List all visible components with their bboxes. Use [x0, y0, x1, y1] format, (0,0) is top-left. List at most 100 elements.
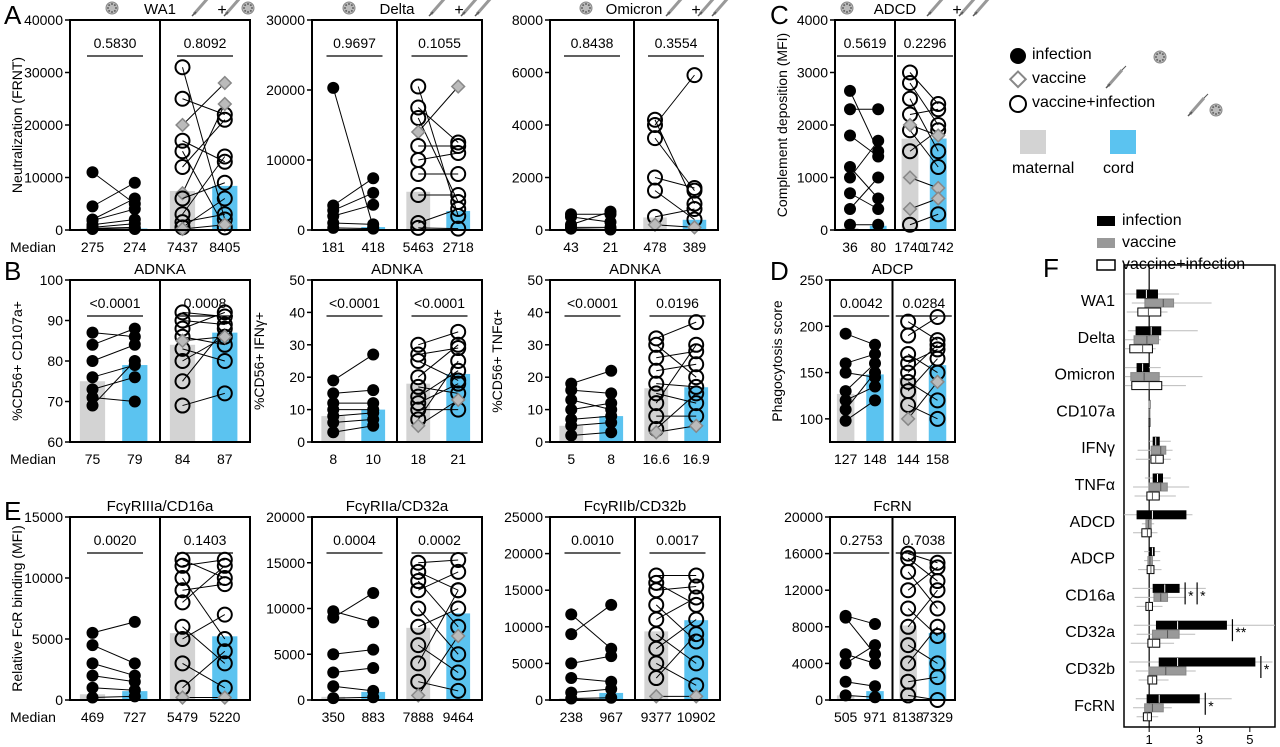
vaccine-infection-point	[410, 563, 427, 580]
pair-line	[333, 192, 374, 211]
infection-box-cd16a	[1152, 583, 1180, 593]
p-value: <0.0001	[329, 295, 380, 311]
panel-a1: 0 10000 20000 30000 40000 Neutralization (FRN…	[9, 1, 251, 255]
virus-dot	[1159, 52, 1161, 54]
pair-line	[654, 137, 695, 191]
infection-point	[367, 348, 380, 361]
vaccine-point	[902, 117, 918, 133]
y-tick-label: 8000	[792, 619, 823, 635]
median-value: 727	[123, 709, 147, 725]
pair-line	[907, 644, 938, 664]
significance-mark: *	[1200, 587, 1206, 603]
median-value: 80	[870, 239, 886, 255]
panel-b1: 60 70 80 90 100 %CD56+ CD107a+ ADNKA <0.0001 0.0…	[9, 261, 251, 467]
vaccine-infection-point	[930, 96, 947, 112]
y-tick-label: 5000	[274, 646, 305, 662]
panel-b2: 0 10 20 30 40 50 %CD56+ IFNγ+ ADNKA <0.0001 <0.00…	[251, 261, 483, 467]
vaccine-infection-point	[929, 669, 946, 686]
p-value: 0.3554	[655, 35, 698, 51]
vaccine-infection-box-cd32a	[1147, 638, 1161, 648]
infection-point	[327, 611, 340, 624]
p-value: 0.0004	[333, 532, 376, 548]
pair-line	[333, 222, 374, 225]
p-value: 0.8438	[571, 35, 614, 51]
y-tick-label: 40	[289, 304, 305, 320]
infection-point	[327, 221, 340, 234]
y-tick-label: 0	[815, 692, 823, 708]
category-label: Omicron	[1055, 367, 1115, 384]
infection-point	[844, 187, 856, 200]
infection-point	[86, 338, 99, 351]
vaccine-infection-point	[900, 687, 917, 704]
y-tick-label: 60	[47, 434, 63, 450]
vaccine-infection-box-tnfα	[1146, 491, 1160, 501]
vaccine-infection-point	[216, 655, 233, 672]
y-axis-label: Phagocytosis score	[769, 300, 785, 422]
vaccine-infection-point	[216, 570, 233, 586]
infection-point	[367, 419, 380, 432]
virus-icon	[1209, 103, 1223, 117]
p-value: 0.1055	[418, 35, 461, 51]
vaccine-point	[647, 217, 663, 233]
virus-dot	[850, 7, 852, 9]
vaccine-infection-point	[216, 576, 233, 593]
vaccine-point	[410, 688, 426, 703]
p-value: 0.0008	[184, 295, 227, 311]
vaccine-infection-point	[688, 336, 705, 353]
vaccine-infection-point	[174, 132, 191, 149]
syringe-icon	[665, 0, 683, 17]
infection-point	[327, 416, 340, 429]
vaccine-infection-point	[174, 90, 191, 107]
median-value: 469	[81, 709, 105, 725]
vaccine-infection-point	[902, 64, 918, 81]
syringe-barrel	[475, 0, 492, 15]
panel-title: ADNKA	[134, 261, 186, 278]
infection-point	[605, 683, 618, 696]
virus-dot	[1159, 60, 1161, 62]
category-label: FcRN	[1074, 698, 1115, 715]
y-tick-label: 2000	[797, 117, 828, 133]
vaccine-infection-point	[902, 216, 918, 233]
median-value: 5	[567, 451, 575, 467]
vaccine-infection-point	[216, 557, 233, 574]
legend-f-vaccine-swatch	[1097, 238, 1115, 248]
vaccine-infection-point	[688, 385, 705, 402]
vaccine-infection-point	[648, 395, 665, 412]
pair-line	[182, 156, 226, 215]
infection-point	[872, 218, 885, 231]
plus-sign: +	[454, 2, 463, 19]
vaccine-infection-point	[174, 143, 191, 160]
vaccine-infection-point	[900, 637, 917, 654]
significance-mark: *	[1188, 587, 1194, 603]
pair-line	[92, 171, 136, 205]
infection-point	[367, 586, 380, 599]
virus-dot	[1212, 111, 1215, 114]
panel-a2: 0 10000 20000 30000 Delta +0.9697 0.1055 181 418…	[266, 1, 483, 255]
y-tick-label: 10000	[24, 170, 63, 186]
vaccine-point	[217, 96, 233, 112]
vaccine-infection-point	[929, 410, 946, 427]
p-value: 0.1403	[184, 532, 227, 548]
pair-line	[417, 399, 459, 427]
vaccine-infection-point	[410, 582, 427, 599]
panel-title: ADNKA	[371, 261, 423, 278]
y-tick-label: 0	[297, 434, 305, 450]
y-axis-label: %CD56+ CD107a+	[9, 301, 25, 421]
vaccine-infection-point	[930, 143, 947, 160]
syringe-barrel	[712, 0, 729, 15]
y-tick-label: 30	[289, 337, 305, 353]
y-tick-label: 30000	[266, 12, 305, 28]
vaccine-infection-point	[410, 166, 427, 182]
x-tick-label: 3	[1196, 732, 1203, 747]
vaccine-infection-point	[688, 369, 705, 386]
infection-point	[872, 103, 885, 116]
infection-point	[869, 618, 881, 631]
syringe-barrel	[973, 0, 990, 15]
vaccine-infection-point	[647, 182, 663, 199]
virus-icon	[579, 1, 593, 15]
median-value: 79	[127, 451, 143, 467]
pair-line	[849, 177, 879, 210]
syringe-icon	[926, 0, 944, 17]
median-value: 181	[322, 239, 346, 255]
infection-point	[869, 380, 881, 393]
